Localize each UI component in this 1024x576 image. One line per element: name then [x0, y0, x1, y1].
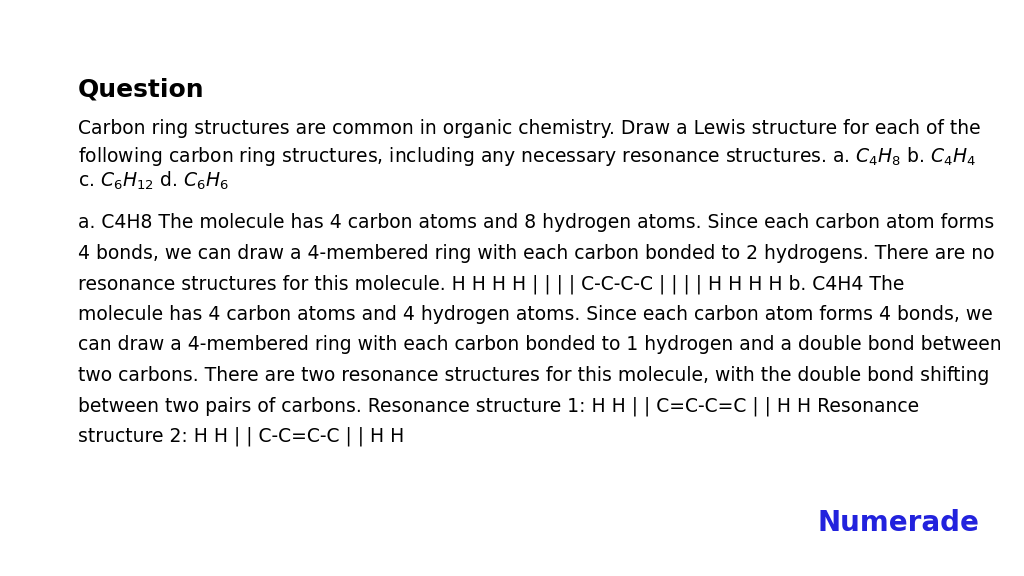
Text: c. $C_6H_{12}$ d. $C_6H_6$: c. $C_6H_{12}$ d. $C_6H_6$ — [78, 169, 228, 192]
Text: between two pairs of carbons. Resonance structure 1: H H | | C=C-C=C | | H H Res: between two pairs of carbons. Resonance … — [78, 396, 919, 416]
Text: Question: Question — [78, 78, 205, 102]
Text: Numerade: Numerade — [817, 509, 979, 537]
Text: structure 2: H H | | C-C=C-C | | H H: structure 2: H H | | C-C=C-C | | H H — [78, 427, 404, 446]
Text: can draw a 4-membered ring with each carbon bonded to 1 hydrogen and a double bo: can draw a 4-membered ring with each car… — [78, 335, 1001, 354]
Text: following carbon ring structures, including any necessary resonance structures. : following carbon ring structures, includ… — [78, 145, 976, 168]
Text: molecule has 4 carbon atoms and 4 hydrogen atoms. Since each carbon atom forms 4: molecule has 4 carbon atoms and 4 hydrog… — [78, 305, 992, 324]
Text: 4 bonds, we can draw a 4-membered ring with each carbon bonded to 2 hydrogens. T: 4 bonds, we can draw a 4-membered ring w… — [78, 244, 994, 263]
Text: Carbon ring structures are common in organic chemistry. Draw a Lewis structure f: Carbon ring structures are common in org… — [78, 119, 980, 138]
Text: two carbons. There are two resonance structures for this molecule, with the doub: two carbons. There are two resonance str… — [78, 366, 989, 385]
Text: resonance structures for this molecule. H H H H | | | | C-C-C-C | | | | H H H H : resonance structures for this molecule. … — [78, 274, 904, 294]
Text: a. C4H8 The molecule has 4 carbon atoms and 8 hydrogen atoms. Since each carbon : a. C4H8 The molecule has 4 carbon atoms … — [78, 213, 994, 232]
